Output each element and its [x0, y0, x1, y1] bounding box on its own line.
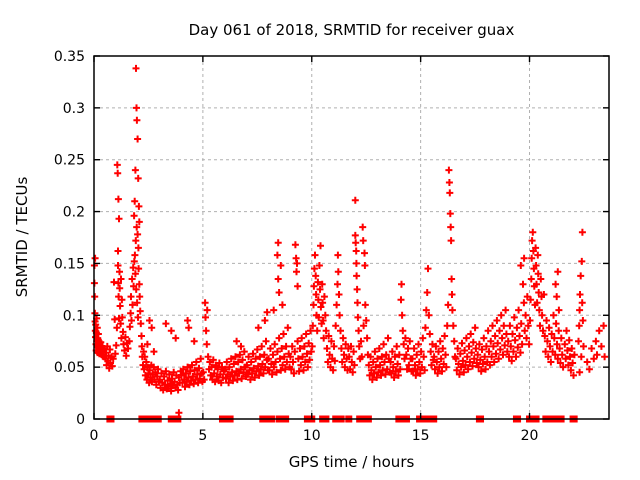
y-tick-label: 0.15	[54, 256, 85, 272]
y-tick-label: 0.3	[63, 101, 85, 117]
x-tick-labels: 0 5 10 15 20	[90, 428, 539, 444]
x-tick-label: 15	[412, 428, 430, 444]
y-tick-label: 0.1	[63, 308, 85, 324]
x-axis-label: GPS time / hours	[288, 453, 415, 471]
x-tick-label: 10	[303, 428, 321, 444]
plot-border	[93, 55, 610, 420]
x-tick-label: 20	[521, 428, 539, 444]
chart-title: Day 061 of 2018, SRMTID for receiver gua…	[188, 21, 515, 39]
x-tick-label: 5	[198, 428, 207, 444]
y-tick-labels: 0 0.05 0.1 0.15 0.2 0.25 0.3 0.35	[54, 49, 85, 428]
scatter-points-path	[90, 64, 609, 417]
x-tick-label: 0	[90, 428, 99, 444]
y-tick-label: 0	[76, 412, 85, 428]
y-tick-label: 0.35	[54, 49, 85, 65]
axis-ticks	[93, 55, 609, 420]
data-points-layer	[90, 64, 609, 417]
y-tick-label: 0.05	[54, 360, 85, 376]
y-tick-label: 0.25	[54, 153, 85, 169]
y-tick-label: 0.2	[63, 205, 85, 221]
